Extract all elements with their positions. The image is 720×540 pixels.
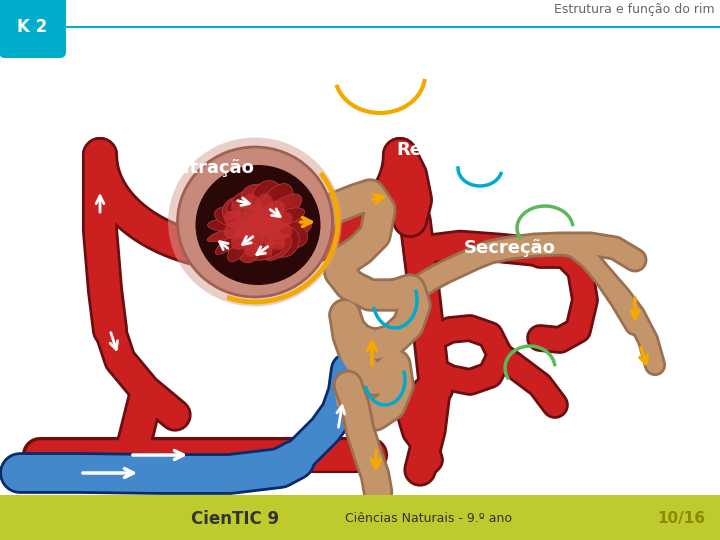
Ellipse shape	[215, 228, 249, 254]
Ellipse shape	[207, 226, 248, 242]
Ellipse shape	[252, 180, 284, 216]
Text: Secreção: Secreção	[464, 239, 556, 257]
Text: Reabsorção: Reabsorção	[396, 141, 514, 159]
Ellipse shape	[223, 218, 258, 240]
Text: CienTIC 9: CienTIC 9	[191, 510, 279, 528]
Ellipse shape	[243, 193, 264, 228]
Ellipse shape	[228, 233, 251, 262]
Ellipse shape	[269, 219, 307, 248]
Ellipse shape	[269, 226, 300, 257]
Ellipse shape	[227, 192, 252, 212]
Ellipse shape	[178, 147, 333, 297]
Ellipse shape	[261, 184, 293, 221]
Ellipse shape	[262, 235, 292, 260]
Ellipse shape	[238, 240, 258, 263]
Text: Ciências Naturais - 9.º ano: Ciências Naturais - 9.º ano	[345, 512, 512, 525]
Ellipse shape	[266, 194, 302, 223]
Ellipse shape	[252, 193, 274, 228]
FancyBboxPatch shape	[0, 0, 66, 58]
Text: Filtração: Filtração	[166, 159, 254, 177]
Ellipse shape	[258, 211, 292, 232]
Text: K 2: K 2	[17, 18, 47, 36]
Ellipse shape	[258, 218, 292, 240]
Ellipse shape	[272, 208, 305, 225]
Ellipse shape	[207, 219, 244, 231]
Ellipse shape	[223, 211, 258, 232]
Ellipse shape	[231, 200, 259, 228]
Ellipse shape	[241, 184, 275, 210]
Text: 10/16: 10/16	[657, 511, 705, 526]
Ellipse shape	[231, 221, 259, 250]
Ellipse shape	[243, 222, 264, 256]
Ellipse shape	[215, 207, 240, 226]
Ellipse shape	[244, 246, 271, 260]
Text: Estrutura e função do rim: Estrutura e função do rim	[554, 3, 715, 17]
Ellipse shape	[253, 244, 283, 260]
Ellipse shape	[269, 214, 312, 236]
Ellipse shape	[252, 222, 274, 256]
Ellipse shape	[256, 221, 285, 250]
Ellipse shape	[232, 189, 264, 208]
Ellipse shape	[256, 200, 285, 228]
Bar	[0, 495, 720, 540]
Ellipse shape	[222, 198, 242, 219]
Ellipse shape	[196, 165, 320, 285]
